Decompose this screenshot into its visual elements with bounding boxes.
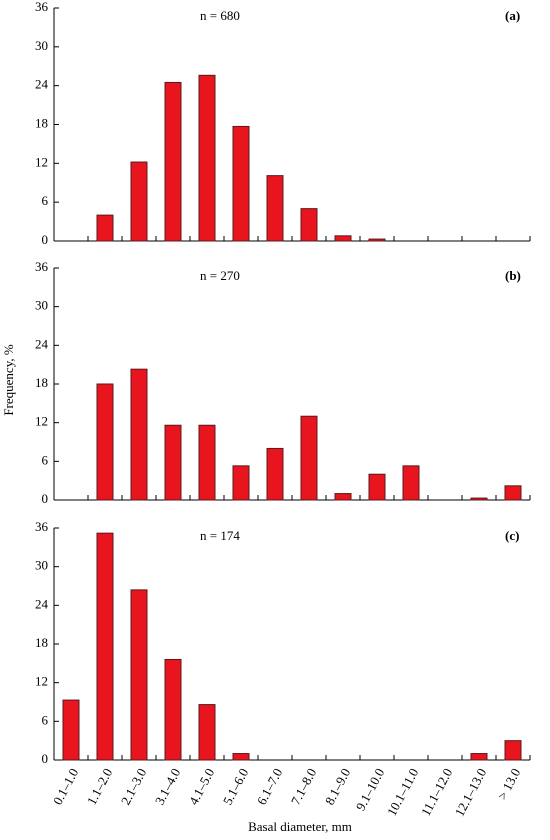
bar bbox=[130, 368, 148, 501]
bar bbox=[198, 424, 216, 501]
y-axis-label: Frequency, % bbox=[1, 344, 16, 416]
bar bbox=[504, 485, 522, 501]
annotation: n = 680 bbox=[200, 8, 240, 23]
bar bbox=[470, 753, 488, 761]
bar bbox=[266, 447, 284, 501]
bar bbox=[164, 424, 182, 501]
y-tick-label: 30 bbox=[35, 558, 48, 573]
x-tick-label: 3.1–4.0 bbox=[152, 766, 184, 807]
bar bbox=[62, 699, 80, 761]
bar bbox=[470, 497, 488, 501]
y-tick-label: 36 bbox=[35, 259, 49, 274]
annotation: n = 174 bbox=[200, 528, 240, 543]
y-tick-label: 30 bbox=[35, 38, 48, 53]
y-tick-label: 6 bbox=[42, 712, 49, 727]
bar bbox=[368, 238, 386, 242]
x-tick-label: 9.1–10.0 bbox=[353, 766, 388, 813]
x-tick-label: 5.1–6.0 bbox=[220, 766, 252, 807]
x-tick-label: 8.1–9.0 bbox=[322, 766, 354, 807]
bar bbox=[164, 81, 182, 242]
y-tick-label: 12 bbox=[35, 154, 48, 169]
y-tick-label: 30 bbox=[35, 298, 48, 313]
y-tick-label: 12 bbox=[35, 674, 48, 689]
y-tick-label: 24 bbox=[35, 336, 49, 351]
x-tick-label: 2.1–3.0 bbox=[118, 766, 150, 807]
y-tick-label: 18 bbox=[35, 635, 48, 650]
bar bbox=[334, 235, 352, 242]
bar bbox=[130, 161, 148, 242]
y-tick-label: 36 bbox=[35, 519, 49, 534]
bar bbox=[266, 175, 284, 242]
panel-label: (c) bbox=[505, 528, 519, 543]
y-tick-label: 6 bbox=[42, 452, 49, 467]
x-tick-label: 11.1–12.0 bbox=[418, 766, 455, 819]
y-tick-label: 18 bbox=[35, 115, 48, 130]
panel-label: (b) bbox=[505, 268, 521, 283]
bar bbox=[198, 74, 216, 242]
y-tick-label: 12 bbox=[35, 414, 48, 429]
y-tick-label: 36 bbox=[35, 0, 49, 14]
x-tick-label: 6.1–7.0 bbox=[254, 766, 286, 807]
bar bbox=[96, 214, 114, 242]
y-tick-label: 0 bbox=[42, 232, 49, 247]
panel-label: (a) bbox=[505, 8, 520, 23]
y-tick-label: 0 bbox=[42, 491, 49, 506]
x-tick-label: 10.1–11.0 bbox=[384, 766, 421, 819]
x-tick-label: 1.1–2.0 bbox=[84, 766, 116, 807]
bar bbox=[198, 704, 216, 761]
x-tick-label: > 13.0 bbox=[494, 766, 523, 802]
bar bbox=[504, 740, 522, 761]
bar bbox=[232, 753, 250, 761]
bar bbox=[232, 465, 250, 501]
x-tick-label: 4.1–5.0 bbox=[186, 766, 218, 807]
bar bbox=[334, 493, 352, 501]
x-tick-label: 0.1–1.0 bbox=[50, 766, 82, 807]
bar bbox=[300, 208, 318, 242]
bar bbox=[96, 532, 114, 761]
bar bbox=[300, 415, 318, 501]
bar bbox=[402, 465, 420, 501]
x-axis-label: Basal diameter, mm bbox=[248, 819, 352, 834]
y-tick-label: 24 bbox=[35, 77, 49, 92]
y-tick-label: 0 bbox=[42, 751, 49, 766]
y-tick-label: 6 bbox=[42, 193, 49, 208]
y-tick-label: 18 bbox=[35, 375, 48, 390]
bar bbox=[164, 658, 182, 761]
x-tick-label: 12.1–13.0 bbox=[452, 766, 490, 819]
bar bbox=[96, 383, 114, 501]
y-tick-label: 24 bbox=[35, 596, 49, 611]
bar bbox=[232, 125, 250, 242]
bar bbox=[368, 473, 386, 501]
bar bbox=[130, 589, 148, 761]
annotation: n = 270 bbox=[200, 268, 240, 283]
x-tick-label: 7.1–8.0 bbox=[288, 766, 320, 807]
